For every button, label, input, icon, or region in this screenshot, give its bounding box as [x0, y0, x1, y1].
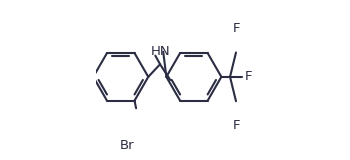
Text: Br: Br	[120, 139, 134, 152]
Text: F: F	[232, 119, 240, 132]
Text: F: F	[232, 22, 240, 35]
Text: HN: HN	[151, 45, 170, 58]
Text: F: F	[245, 70, 252, 83]
